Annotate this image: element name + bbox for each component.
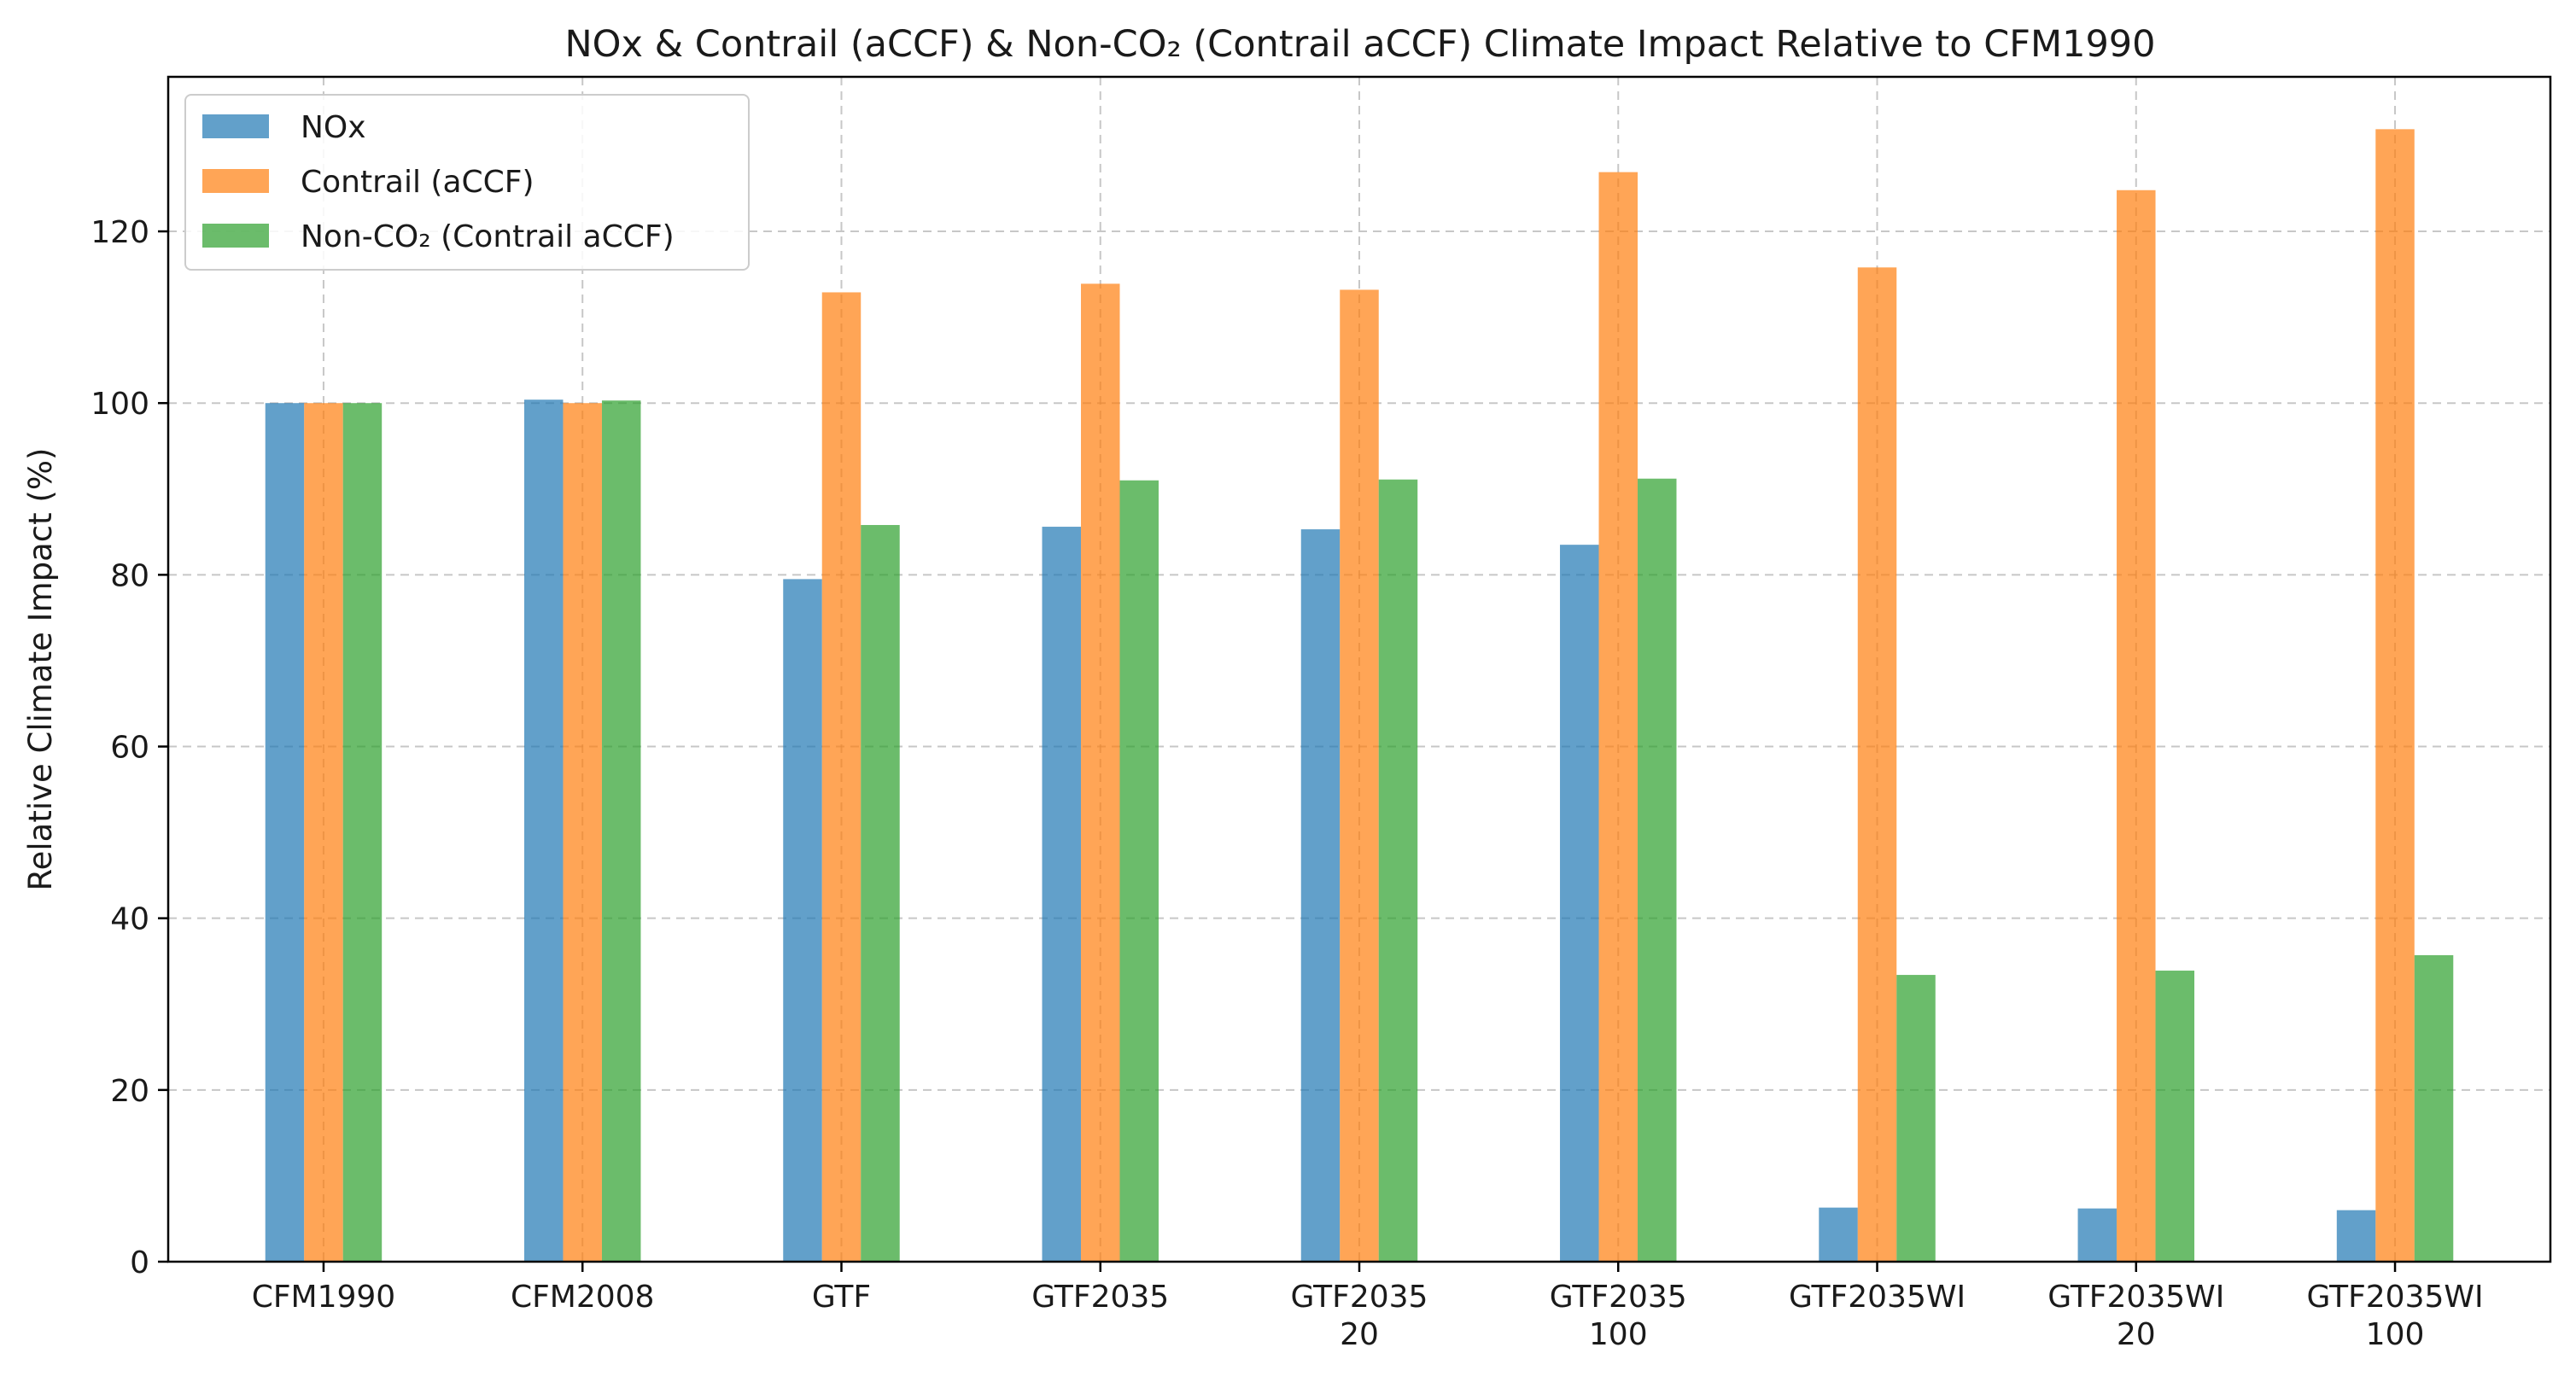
bar (523, 400, 564, 1263)
y-tick-label: 0 (130, 1245, 149, 1280)
bar (2117, 190, 2156, 1262)
bar (1638, 478, 1677, 1262)
legend-label: Contrail (aCCF) (301, 165, 534, 200)
x-tick-label-line: GTF2035WI (2047, 1280, 2224, 1315)
bar (2077, 1208, 2117, 1262)
x-tick-label-line: GTF2035WI (2306, 1280, 2483, 1315)
x-tick-label: CFM1990 (252, 1280, 396, 1315)
x-tick-label-line: GTF2035WI (1789, 1280, 1966, 1315)
x-tick-label-line: GTF2035 (1291, 1280, 1428, 1315)
bar (1340, 289, 1379, 1262)
x-tick-label: CFM2008 (511, 1280, 655, 1315)
legend-swatch (202, 114, 269, 138)
x-axis-ticks: CFM1990 CFM2008 GTF GTF2035 GTF2035 20GTF2035… (252, 1262, 2484, 1352)
x-tick-label: GTF2035 (1031, 1280, 1169, 1315)
y-axis-ticks: 0 20 40 60 80 100 120 (91, 215, 168, 1280)
bar (1080, 283, 1120, 1262)
legend-swatch (202, 224, 269, 248)
bar (1598, 172, 1638, 1263)
bar (1857, 267, 1897, 1262)
y-tick-label: 80 (110, 558, 149, 593)
x-tick-label: GTF (812, 1280, 871, 1315)
y-tick-label: 100 (91, 387, 149, 422)
legend-swatch (202, 169, 269, 193)
bar (342, 403, 383, 1263)
x-tick-label-line: CFM2008 (511, 1280, 655, 1315)
x-tick-label-line: 20 (1340, 1317, 1379, 1352)
x-tick-label: GTF2035WI 20 (2047, 1280, 2224, 1352)
legend: NOx Contrail (aCCF) Non-CO₂ (Contrail aCCF… (184, 94, 750, 271)
x-tick-label-line: 100 (1589, 1317, 1648, 1352)
bar (861, 525, 900, 1262)
bars (265, 129, 2454, 1263)
x-tick-label-line: 100 (2366, 1317, 2425, 1352)
bar (1560, 545, 1599, 1262)
bar (304, 403, 343, 1263)
legend-label: NOx (301, 110, 366, 145)
bar (1300, 529, 1341, 1262)
bar (1378, 479, 1418, 1262)
y-tick-label: 20 (110, 1074, 149, 1109)
bar (1042, 527, 1081, 1262)
bar (2336, 1210, 2376, 1262)
x-tick-label-line: GTF2035 (1031, 1280, 1169, 1315)
x-tick-label-line: CFM1990 (252, 1280, 396, 1315)
y-tick-label: 40 (110, 902, 149, 937)
legend-box (184, 94, 750, 271)
bar (2375, 129, 2415, 1262)
bar (1819, 1207, 1858, 1262)
y-tick-label: 60 (110, 731, 149, 766)
x-tick-label: GTF2035WI (1789, 1280, 1966, 1315)
x-tick-label-line: GTF (812, 1280, 871, 1315)
y-tick-label: 120 (91, 215, 149, 250)
x-tick-label: GTF2035 100 (1550, 1280, 1687, 1352)
y-axis-label: Relative Climate Impact (%) (22, 448, 59, 891)
x-tick-label: GTF2035 20 (1291, 1280, 1428, 1352)
x-tick-label-line: GTF2035 (1550, 1280, 1687, 1315)
x-tick-label: GTF2035WI 100 (2306, 1280, 2483, 1352)
bar (821, 292, 862, 1262)
bar (1896, 975, 1936, 1262)
chart-title: NOx & Contrail (aCCF) & Non-CO₂ (Contrai… (564, 23, 2155, 66)
bar (563, 403, 602, 1263)
bar (2155, 971, 2195, 1262)
bar (265, 403, 305, 1263)
legend-label: Non-CO₂ (Contrail aCCF) (301, 219, 675, 254)
x-tick-label-line: 20 (2117, 1317, 2156, 1352)
bar (783, 579, 822, 1262)
bar (601, 400, 641, 1262)
bar (1119, 480, 1159, 1262)
bar (2414, 954, 2454, 1262)
